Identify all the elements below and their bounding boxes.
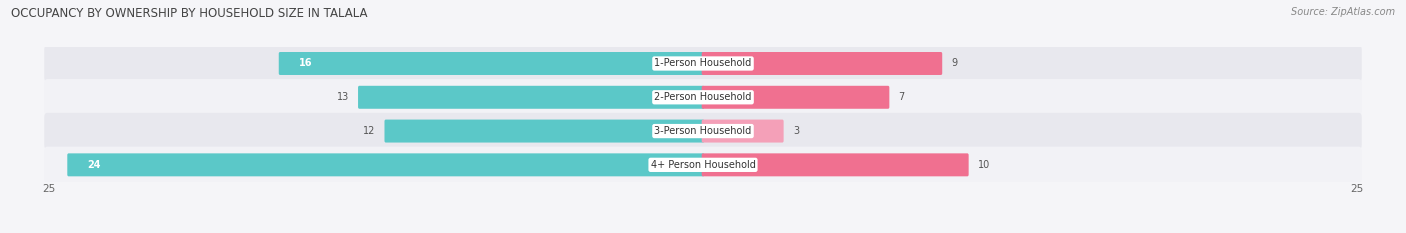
FancyBboxPatch shape [702,120,783,143]
FancyBboxPatch shape [702,52,942,75]
Text: Source: ZipAtlas.com: Source: ZipAtlas.com [1291,7,1395,17]
FancyBboxPatch shape [45,45,1361,82]
Text: 3-Person Household: 3-Person Household [654,126,752,136]
FancyBboxPatch shape [702,153,969,176]
Text: 7: 7 [898,92,905,102]
Text: 4+ Person Household: 4+ Person Household [651,160,755,170]
FancyBboxPatch shape [702,86,890,109]
FancyBboxPatch shape [45,147,1361,183]
Text: 12: 12 [363,126,375,136]
Text: 13: 13 [336,92,349,102]
Text: 9: 9 [952,58,957,69]
FancyBboxPatch shape [384,120,704,143]
Text: 10: 10 [979,160,990,170]
FancyBboxPatch shape [45,113,1361,149]
Text: 2-Person Household: 2-Person Household [654,92,752,102]
Text: 16: 16 [298,58,312,69]
FancyBboxPatch shape [359,86,704,109]
FancyBboxPatch shape [67,153,704,176]
FancyBboxPatch shape [45,79,1361,116]
Text: 3: 3 [793,126,799,136]
Text: 1-Person Household: 1-Person Household [654,58,752,69]
Text: 24: 24 [87,160,101,170]
FancyBboxPatch shape [278,52,704,75]
Text: OCCUPANCY BY OWNERSHIP BY HOUSEHOLD SIZE IN TALALA: OCCUPANCY BY OWNERSHIP BY HOUSEHOLD SIZE… [11,7,368,20]
Text: 25: 25 [42,184,55,194]
Text: 25: 25 [1351,184,1364,194]
